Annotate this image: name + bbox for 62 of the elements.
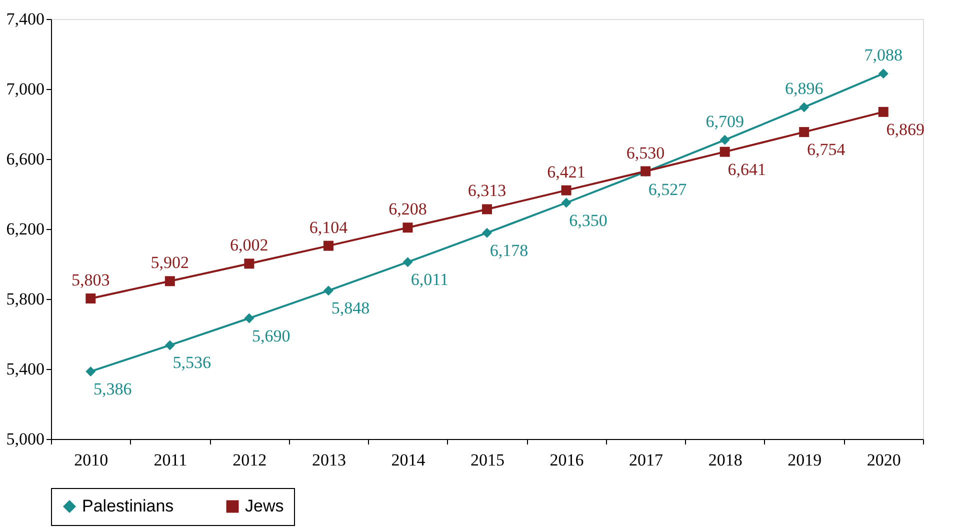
point [799,102,810,112]
point [164,276,175,286]
x-tick-label: 2019 [788,450,822,470]
data-label: 5,803 [72,270,110,290]
point [720,146,730,157]
y-tick-label: 5,000 [6,430,44,448]
x-tick-label: 2018 [708,450,742,470]
point [323,286,334,296]
point [323,240,334,251]
y-tick-label: 5,800 [6,290,44,308]
legend-label: Jews [245,496,284,516]
point [482,204,492,214]
data-label: 6,421 [547,162,586,182]
data-label: 6,896 [784,79,824,98]
x-tick-label: 2012 [232,450,267,470]
data-label: 7,088 [864,46,902,65]
data-label: 6,208 [388,200,427,219]
point [720,134,730,145]
point [244,313,254,324]
x-tick-label: 2011 [154,450,188,470]
y-tick-label: 5,400 [6,360,44,378]
point [402,257,413,268]
data-label: 6,530 [626,143,665,162]
point [878,68,888,79]
x-tick-label: 2017 [629,450,664,470]
x-tick-label: 2015 [470,450,504,470]
x-tick-label: 2010 [74,450,108,470]
data-label: 6,178 [490,240,528,260]
point [86,293,96,304]
point [86,366,96,376]
data-label: 6,641 [728,160,766,179]
x-tick-label: 2013 [312,450,346,470]
point [561,198,572,208]
data-label: 6,869 [886,120,924,139]
point [164,340,175,350]
point [799,127,810,138]
x-tick-label: 2020 [866,450,901,470]
y-tick-label: 7,000 [6,80,44,98]
data-label: 5,848 [331,298,370,318]
point [244,258,254,269]
y-tick-label: 6,200 [6,220,44,238]
data-label: 6,527 [648,180,688,199]
data-label: 6,754 [806,140,846,160]
data-label: 6,709 [706,112,744,131]
x-tick-label: 2014 [391,450,426,470]
y-tick-label: 6,600 [6,150,44,168]
point [878,106,888,117]
data-label: 6,011 [410,270,449,290]
y-tick-label: 7,400 [6,10,44,28]
point [482,228,492,238]
data-label: 5,690 [252,326,290,346]
point [402,222,413,233]
legend-label: Palestinians [82,496,174,516]
data-label: 6,002 [230,236,268,255]
data-label: 6,104 [309,218,348,237]
x-tick-label: 2016 [550,450,584,470]
data-label: 5,536 [172,353,212,372]
data-label: 5,386 [94,379,132,398]
point [561,185,572,196]
data-label: 6,350 [569,210,608,230]
data-label: 5,902 [150,253,190,272]
data-label: 6,313 [468,181,506,200]
